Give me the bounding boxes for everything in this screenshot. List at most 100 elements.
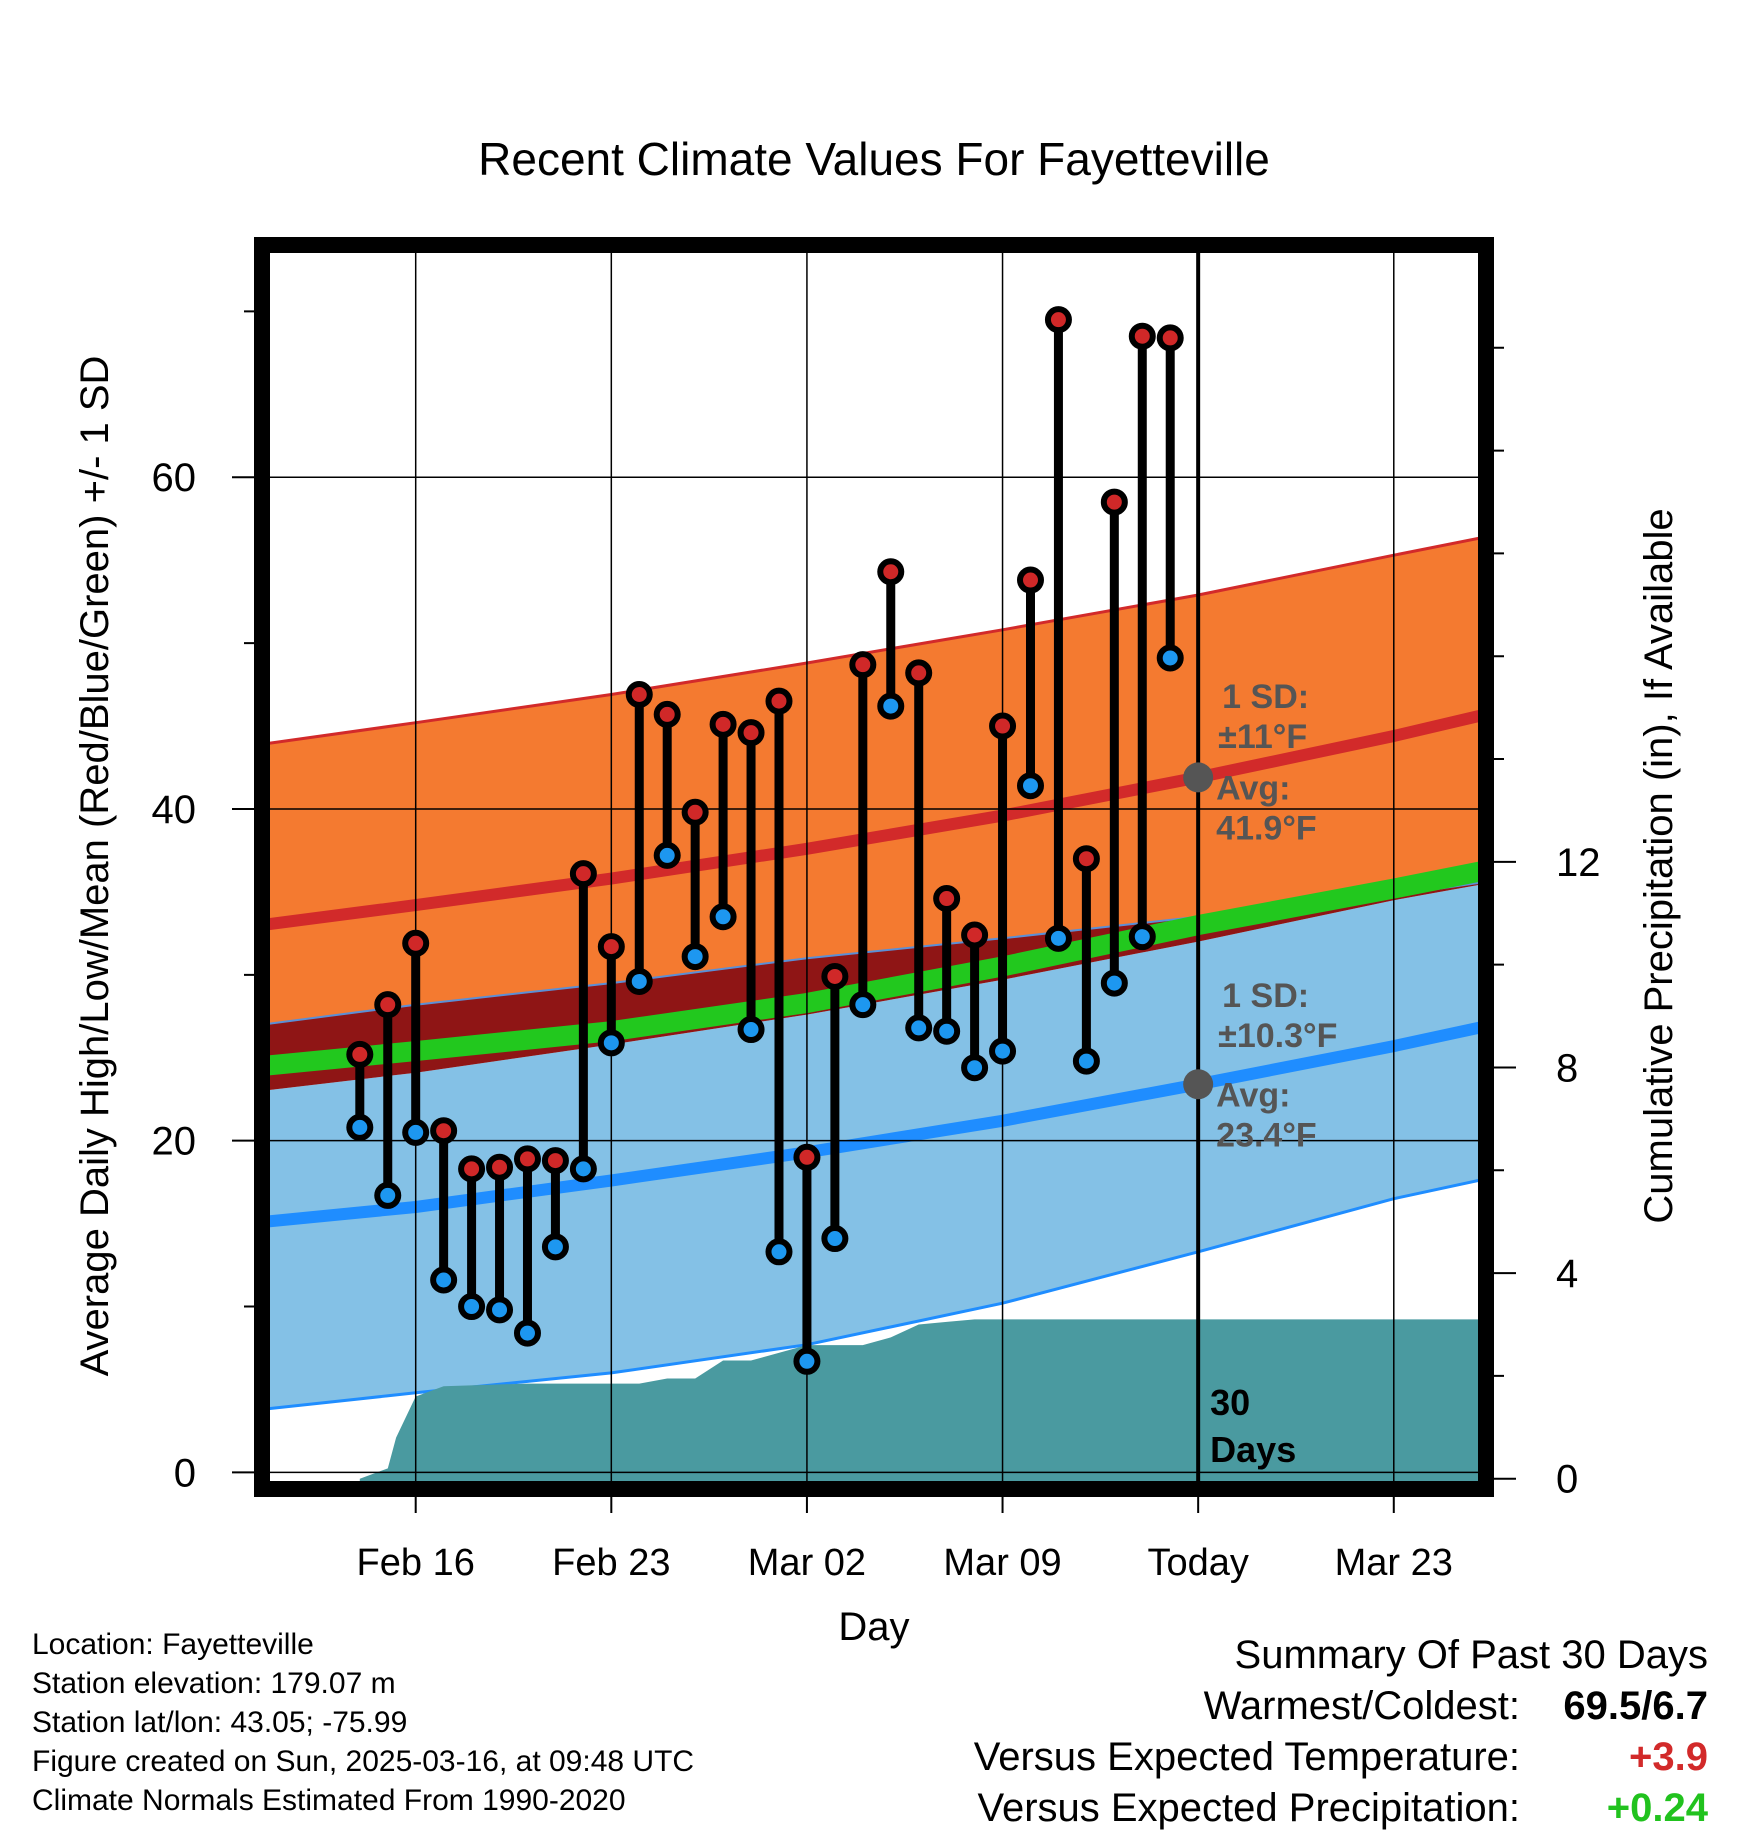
created-text: Figure created on Sun, 2025-03-16, at 09…: [32, 1745, 695, 1778]
low-point: [653, 841, 681, 869]
high-point: [402, 929, 430, 957]
low-point: [849, 991, 877, 1019]
latlon-text: Station lat/lon: 43.05; -75.99: [32, 1706, 408, 1739]
high-point: [597, 933, 625, 961]
x-tick-label: Feb 23: [552, 1542, 670, 1584]
high-point: [793, 1143, 821, 1171]
low-point: [458, 1293, 486, 1321]
normals-text: Climate Normals Estimated From 1990-2020: [32, 1784, 626, 1817]
high-avg-value: 41.9°F: [1216, 809, 1317, 847]
low-point: [793, 1347, 821, 1375]
today-days-label: 30: [1210, 1382, 1250, 1423]
low-point: [821, 1225, 849, 1253]
high-point: [569, 860, 597, 888]
high-normal-line: [262, 708, 1486, 932]
low-point: [569, 1155, 597, 1183]
low-point: [1100, 969, 1128, 997]
low-point: [961, 1054, 989, 1082]
y2-axis-label: Cumulative Precipitation (in), If Availa…: [1637, 508, 1681, 1223]
low-point: [989, 1037, 1017, 1065]
low-point: [1156, 644, 1184, 672]
high-avg-marker: [1183, 762, 1214, 793]
low-avg-marker: [1183, 1069, 1214, 1100]
low-point: [1128, 923, 1156, 951]
warm-cold-row: Warmest/Coldest: 69.5/6.7: [974, 1681, 1708, 1732]
high-point: [905, 659, 933, 687]
high-point: [653, 700, 681, 728]
summary-title-row: Summary Of Past 30 Days: [974, 1630, 1708, 1681]
low-point: [905, 1014, 933, 1042]
summary-title: Summary Of Past 30 Days: [1234, 1633, 1708, 1677]
low-sd-value: ±10.3°F: [1218, 1017, 1337, 1055]
y-tick-label: 0: [174, 1451, 196, 1495]
low-avg-label: Avg:: [1216, 1076, 1290, 1114]
low-point: [681, 943, 709, 971]
low-point: [709, 903, 737, 931]
y2-tick-label: 12: [1556, 841, 1601, 885]
high-point: [1016, 566, 1044, 594]
high-avg-label: Avg:: [1216, 769, 1290, 807]
low-point: [597, 1029, 625, 1057]
x-tick-label: Mar 09: [943, 1542, 1061, 1584]
low-point: [541, 1233, 569, 1261]
high-point: [374, 991, 402, 1019]
low-point: [402, 1118, 430, 1146]
warm-cold-value: 69.5/6.7: [1563, 1684, 1708, 1728]
low-point: [1016, 772, 1044, 800]
low-avg-value: 23.4°F: [1216, 1116, 1317, 1154]
x-tick-label: Mar 23: [1335, 1542, 1453, 1584]
high-point: [989, 712, 1017, 740]
y-tick-label: 20: [152, 1120, 197, 1164]
low-point: [737, 1016, 765, 1044]
high-point: [625, 680, 653, 708]
high-point: [709, 710, 737, 738]
precip-label: Versus Expected Precipitation:: [977, 1786, 1520, 1830]
high-point: [765, 687, 793, 715]
high-point: [849, 651, 877, 679]
high-point: [346, 1040, 374, 1068]
x-tick-label: Today: [1147, 1542, 1248, 1584]
low-point: [486, 1296, 514, 1324]
high-point: [458, 1155, 486, 1183]
high-point: [821, 962, 849, 990]
high-point: [877, 558, 905, 586]
precip-value: +0.24: [1606, 1786, 1708, 1830]
precip-row: Versus Expected Precipitation: +0.24: [974, 1783, 1708, 1834]
high-point: [513, 1145, 541, 1173]
low-point: [933, 1017, 961, 1045]
y-axis-label: Average Daily High/Low/Mean (Red/Blue/Gr…: [73, 356, 117, 1377]
high-point: [430, 1117, 458, 1145]
low-point: [513, 1319, 541, 1347]
low-point: [625, 967, 653, 995]
summary-panel: Summary Of Past 30 Days Warmest/Coldest:…: [974, 1630, 1708, 1834]
high-sd-upper-edge: [262, 535, 1486, 746]
chart-title: Recent Climate Values For Fayetteville: [478, 133, 1270, 185]
low-point: [374, 1181, 402, 1209]
mean-normal-line: [262, 860, 1486, 1076]
high-point: [541, 1147, 569, 1175]
y-tick-label: 60: [152, 456, 197, 500]
high-sd-label: 1 SD:: [1222, 678, 1309, 716]
y2-tick-label: 4: [1556, 1252, 1578, 1296]
low-point: [877, 692, 905, 720]
high-point: [1044, 306, 1072, 334]
plot-frame: [254, 237, 1494, 1497]
elevation-text: Station elevation: 179.07 m: [32, 1667, 396, 1700]
x-tick-label: Mar 02: [748, 1542, 866, 1584]
low-point: [765, 1238, 793, 1266]
low-point: [346, 1113, 374, 1141]
low-point: [1072, 1047, 1100, 1075]
warm-cold-label: Warmest/Coldest:: [1203, 1684, 1520, 1728]
temp-value: +3.9: [1629, 1735, 1708, 1779]
temp-row: Versus Expected Temperature: +3.9: [974, 1732, 1708, 1783]
low-point: [430, 1266, 458, 1294]
x-tick-label: Feb 16: [357, 1542, 475, 1584]
high-point: [961, 921, 989, 949]
location-text: Location: Fayetteville: [32, 1628, 314, 1661]
precip-area: [359, 1319, 1486, 1489]
high-point: [1156, 324, 1184, 352]
low-normal-line: [262, 1020, 1486, 1228]
x-axis-label: Day: [838, 1605, 909, 1649]
